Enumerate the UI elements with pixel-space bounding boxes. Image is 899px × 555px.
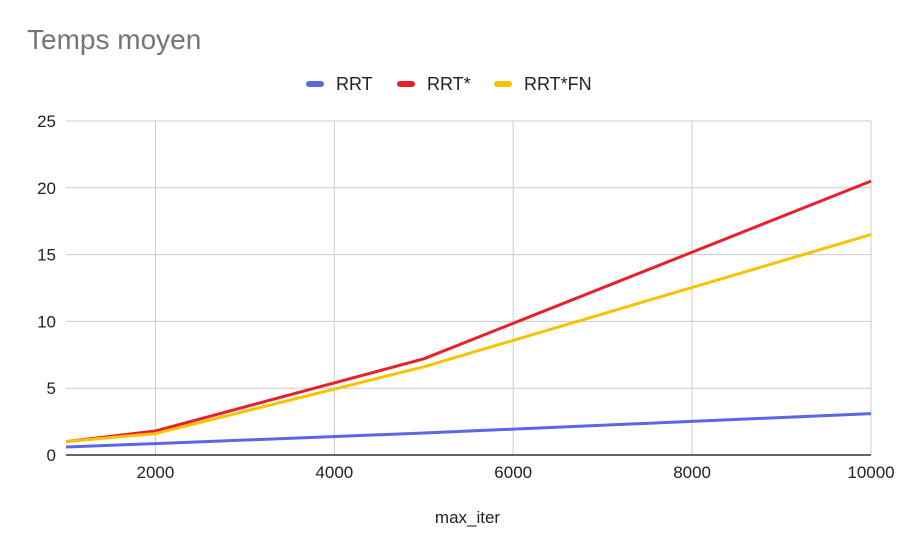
legend-swatch-rrt	[306, 81, 324, 87]
y-tick-label: 20	[37, 179, 56, 198]
x-tick-label: 8000	[673, 463, 711, 482]
x-axis-title-text: max_iter	[434, 508, 501, 527]
legend-label-rrt: RRT	[336, 73, 373, 94]
series-lines	[65, 179, 872, 449]
legend-item-rrt-star-fn[interactable]: RRT*FN	[494, 73, 592, 95]
y-tick-label: 0	[47, 446, 56, 465]
legend: RRT RRT* RRT*FN	[0, 73, 899, 95]
y-tick-label: 10	[37, 312, 56, 331]
legend-item-rrt[interactable]: RRT	[306, 73, 373, 95]
legend-swatch-rrt-star	[397, 81, 415, 87]
series-line-rrt-starfn[interactable]	[65, 233, 872, 444]
chart-title: Temps moyen	[27, 24, 202, 55]
legend-swatch-rrt-star-fn	[494, 81, 512, 87]
x-tick-label: 2000	[137, 463, 175, 482]
series-line-rrt[interactable]	[65, 412, 872, 449]
y-tick-label: 5	[47, 379, 56, 398]
y-tick-label: 15	[37, 246, 56, 265]
x-tick-label: 4000	[315, 463, 353, 482]
x-tick-label: 10000	[847, 463, 894, 482]
legend-label-rrt-star-fn: RRT*FN	[524, 73, 592, 94]
series-line-rrt-star[interactable]	[65, 179, 872, 444]
legend-label-rrt-star: RRT*	[427, 73, 471, 94]
grid	[66, 120, 872, 456]
y-tick-label: 25	[37, 112, 56, 131]
tick-labels: 0 5 10 15 20 25 2000 4000 6000 8000 10000	[37, 112, 895, 482]
x-tick-label: 6000	[494, 463, 532, 482]
legend-item-rrt-star[interactable]: RRT*	[397, 73, 471, 95]
x-axis-title: max_iter	[0, 508, 899, 528]
